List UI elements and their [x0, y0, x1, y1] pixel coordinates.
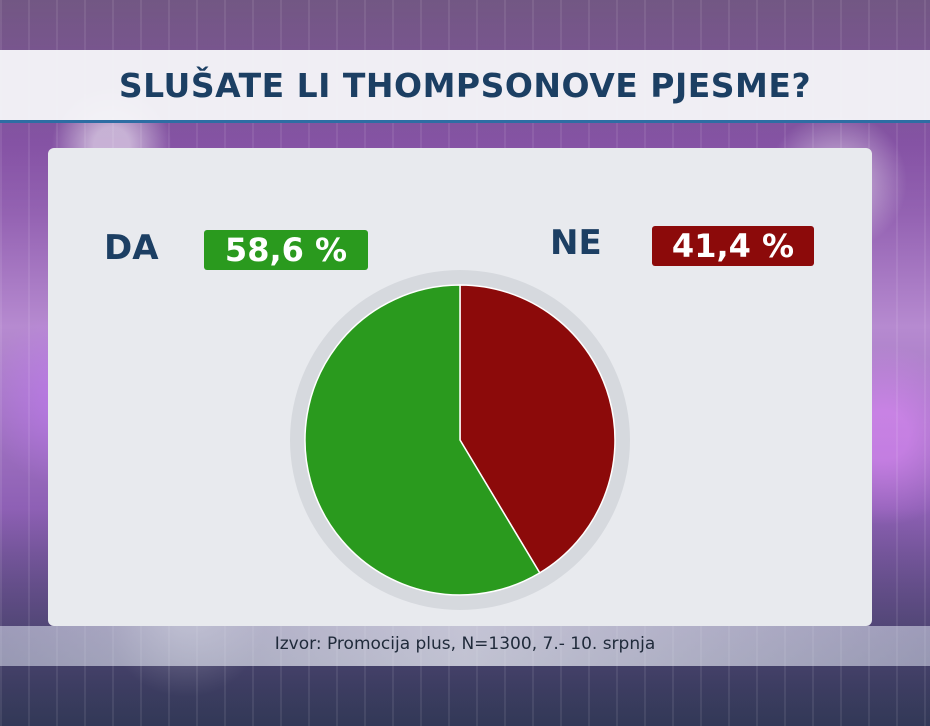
source-note: Izvor: Promocija plus, N=1300, 7.- 10. s…: [274, 634, 656, 654]
badge-da-value: 58,6 %: [204, 230, 368, 270]
chart-title: SLUŠATE LI THOMPSONOVE PJESME?: [118, 65, 812, 105]
chart-panel: DA 58,6 % NE 41,4 %: [48, 148, 872, 626]
pie-svg: [290, 270, 630, 610]
label-da: DA: [104, 228, 159, 268]
pie-slice-ne: [459, 284, 616, 574]
badge-ne-value: 41,4 %: [652, 226, 814, 266]
label-ne: NE: [550, 223, 602, 263]
source-band: [0, 626, 930, 666]
pie-chart: [290, 270, 630, 615]
title-band: SLUŠATE LI THOMPSONOVE PJESME?: [0, 50, 930, 123]
pie-slice-da: [304, 284, 541, 596]
